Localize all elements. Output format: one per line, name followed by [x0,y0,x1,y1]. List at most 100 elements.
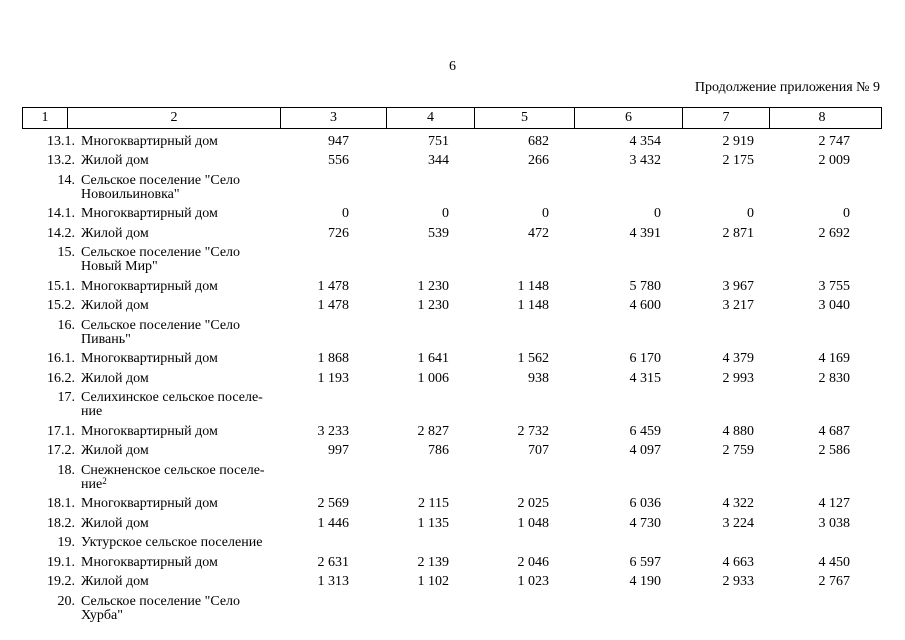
row-value-col4 [388,391,477,419]
row-name: Многоквартирный дом [75,134,281,149]
appendix-table: 1 2 3 4 5 6 7 8 13.1. Многоквартирный до… [22,107,882,623]
table-body: 13.1. Многоквартирный дом 947 751 682 4 … [22,129,880,623]
row-value-col8 [775,319,880,347]
row-value-col5: 1 048 [517,515,550,531]
row-value-col7: 4 663 [722,554,755,570]
table-row: 17.2. Жилой дом 997 786 707 4 097 2 759 … [22,439,880,459]
row-name-text: Жилой дом [81,298,149,313]
row-name-text: Снежненское сельское поселе- ние [81,462,265,492]
row-value-col7 [687,174,775,202]
row-value-col6: 4 730 [629,515,662,531]
row-value-col8: 2 692 [818,225,851,241]
row-value-col4: 786 [428,443,449,458]
column-header-3: 3 [281,108,387,128]
table-row: 13.2. Жилой дом 556 344 266 3 432 2 175 … [22,149,880,169]
table-row: 13.1. Многоквартирный дом 947 751 682 4 … [22,129,880,149]
row-name-text: Жилой дом [81,153,149,168]
row-value-col5: 938 [528,370,549,386]
row-name: Многоквартирный дом [75,423,281,439]
row-value-col5 [477,464,578,492]
row-value-col8 [775,464,880,492]
row-value-col6: 5 780 [629,278,662,294]
table-row: 16.2. Жилой дом 1 193 1 006 938 4 315 2 … [22,366,880,386]
row-name-text: Селихинское сельское поселе- ние [81,390,263,419]
row-value-col5: 2 732 [517,423,550,439]
row-name: Сельское поселение "Село Хурба" [75,593,281,623]
row-name-text: Многоквартирный дом [81,423,218,439]
row-value-col7: 4 880 [722,423,755,439]
row-number: 18.2. [47,515,75,531]
row-value-col6: 6 036 [629,496,662,511]
row-number: 14.1. [47,206,75,221]
row-value-col4: 2 115 [418,496,449,511]
row-name: Многоквартирный дом [75,352,281,366]
row-name: Многоквартирный дом [75,207,281,221]
row-value-col7: 3 217 [722,298,755,313]
column-header-6: 6 [575,108,683,128]
row-value-col7: 2 175 [722,153,755,168]
row-value-col8: 4 687 [818,423,851,439]
row-name-text: Жилой дом [81,515,149,531]
row-value-col7 [687,391,775,419]
row-value-col5: 2 046 [517,554,550,570]
row-value-col3: 2 569 [317,496,350,511]
row-value-col4 [388,536,477,550]
table-row: 15.2. Жилой дом 1 478 1 230 1 148 4 600 … [22,294,880,314]
row-name: Селихинское сельское поселе- ние [75,391,281,419]
row-name-text: Жилой дом [81,225,149,241]
row-value-col3: 947 [328,133,349,149]
column-header-8: 8 [818,110,826,125]
row-name-text: Уктурское сельское поселение [81,535,263,550]
column-header-1: 1 [23,108,68,128]
row-number: 17.1. [47,423,75,439]
row-number: 19.1. [47,554,75,570]
row-name-text: Жилой дом [81,443,149,458]
row-value-col3: 726 [328,225,349,241]
row-value-col5 [477,174,578,202]
row-name: Сельское поселение "Село Новый Мир" [75,246,281,274]
row-value-col6: 4 190 [629,574,662,589]
row-value-col6 [578,391,687,419]
row-value-col3: 0 [342,206,349,221]
row-name-text: Жилой дом [81,574,149,589]
row-name-text: Сельское поселение "Село Хурба" [81,593,241,623]
row-value-col6: 0 [654,206,661,221]
row-number: 19. [57,535,76,550]
row-value-col3: 1 446 [317,515,350,531]
row-value-col5: 707 [528,443,549,458]
row-number: 16.1. [47,351,75,366]
row-value-col7: 4 379 [722,351,755,366]
row-value-col3: 1 478 [317,278,350,294]
row-value-col8: 4 127 [818,496,851,511]
row-value-col4 [388,246,477,274]
row-value-col8: 2 830 [818,370,851,386]
row-value-col3 [281,246,388,274]
row-name: Жилой дом [75,444,281,458]
row-value-col5: 1 148 [517,298,550,313]
row-name: Жилой дом [75,154,281,168]
row-value-col4: 539 [428,225,449,241]
row-value-col7 [687,536,775,550]
row-value-col4: 1 230 [417,298,450,313]
row-name: Жилой дом [75,515,281,531]
row-value-col4: 751 [428,133,449,149]
column-header-5: 5 [475,108,575,128]
row-value-col3: 1 193 [317,370,350,386]
table-row: 19. Уктурское сельское поселение [22,531,880,551]
row-number: 18.1. [47,496,75,511]
row-value-col8 [775,391,880,419]
table-row: 16. Сельское поселение "Село Пивань" [22,313,880,347]
table-row: 18. Снежненское сельское поселе- ние2 [22,458,880,492]
row-value-col3 [281,319,388,347]
row-number: 13.2. [47,153,75,168]
table-header-row: 1 2 3 4 5 6 7 8 [22,107,882,129]
row-value-col6: 3 432 [629,153,662,168]
row-number: 15.2. [47,298,75,313]
row-number: 17. [57,390,76,405]
row-name: Сельское поселение "Село Новоильиновка" [75,173,281,202]
row-number: 19.2. [47,574,75,589]
table-row: 14.2. Жилой дом 726 539 472 4 391 2 871 … [22,221,880,241]
row-value-col3 [281,174,388,202]
row-name: Жилой дом [75,371,281,386]
